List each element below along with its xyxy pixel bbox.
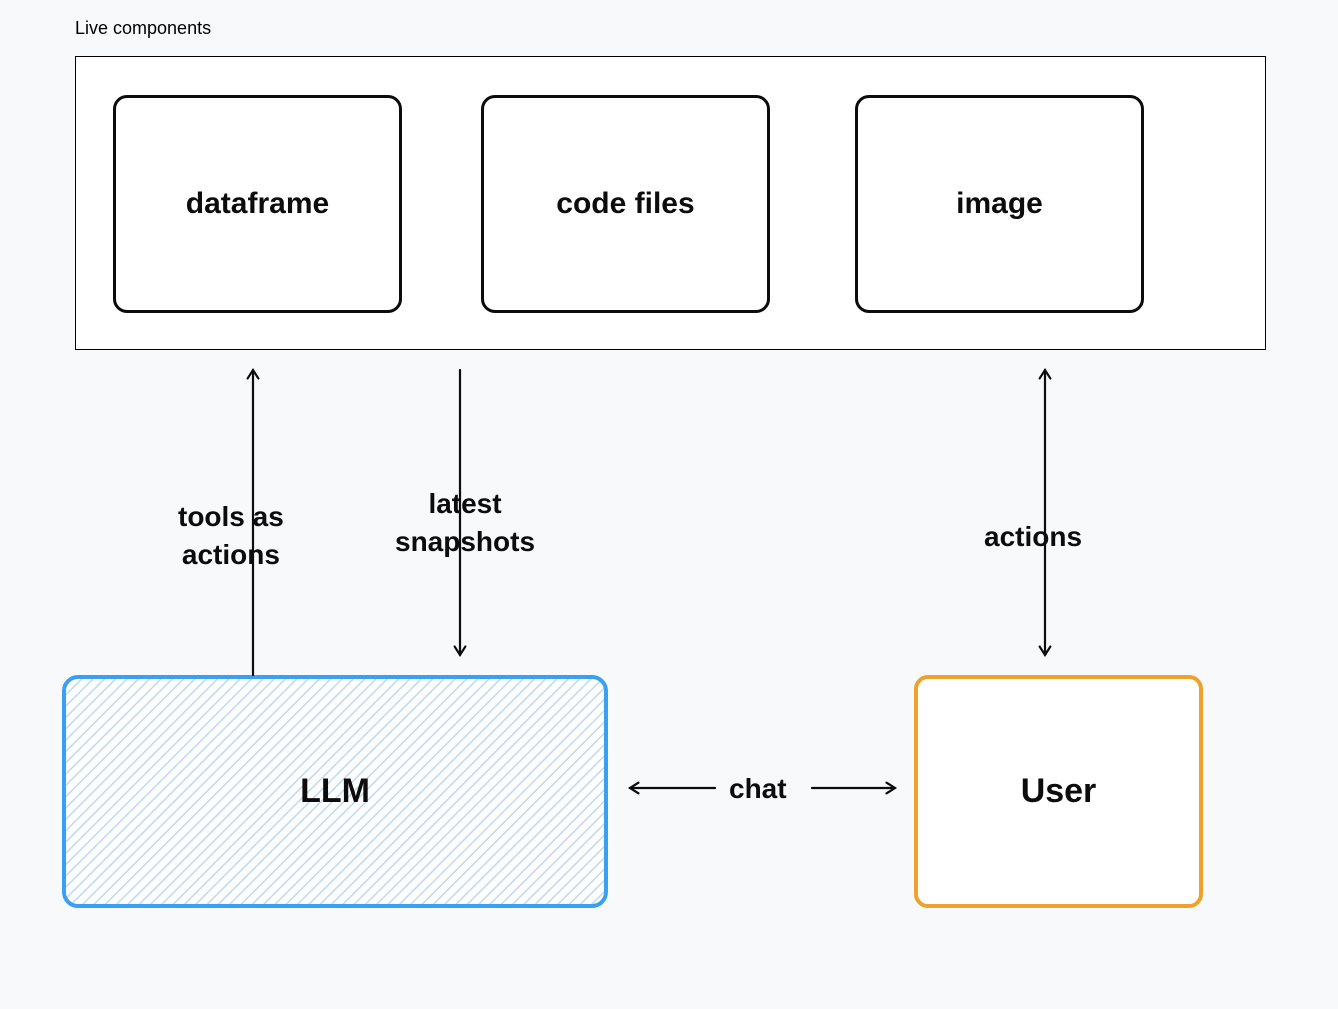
node-codefiles: code files bbox=[481, 95, 770, 313]
edge-chat-left bbox=[630, 783, 715, 794]
edge-chat-right bbox=[812, 783, 895, 794]
diagram-title: Live components bbox=[75, 18, 211, 39]
node-dataframe-label: dataframe bbox=[186, 187, 329, 221]
node-codefiles-label: code files bbox=[556, 187, 694, 221]
edge-label-chat: chat bbox=[729, 770, 787, 808]
node-image-label: image bbox=[956, 187, 1043, 221]
edge-label-actions: actions bbox=[984, 518, 1082, 556]
edge-actions bbox=[1040, 370, 1051, 655]
edge-label-tools_as_actions: tools as actions bbox=[178, 498, 284, 574]
node-llm: LLM bbox=[62, 675, 608, 908]
edge-label-latest_snapshots: latest snapshots bbox=[395, 485, 535, 561]
node-dataframe: dataframe bbox=[113, 95, 402, 313]
node-image: image bbox=[855, 95, 1144, 313]
node-user: User bbox=[914, 675, 1203, 908]
node-llm-label: LLM bbox=[300, 772, 370, 811]
node-user-label: User bbox=[1021, 772, 1097, 811]
